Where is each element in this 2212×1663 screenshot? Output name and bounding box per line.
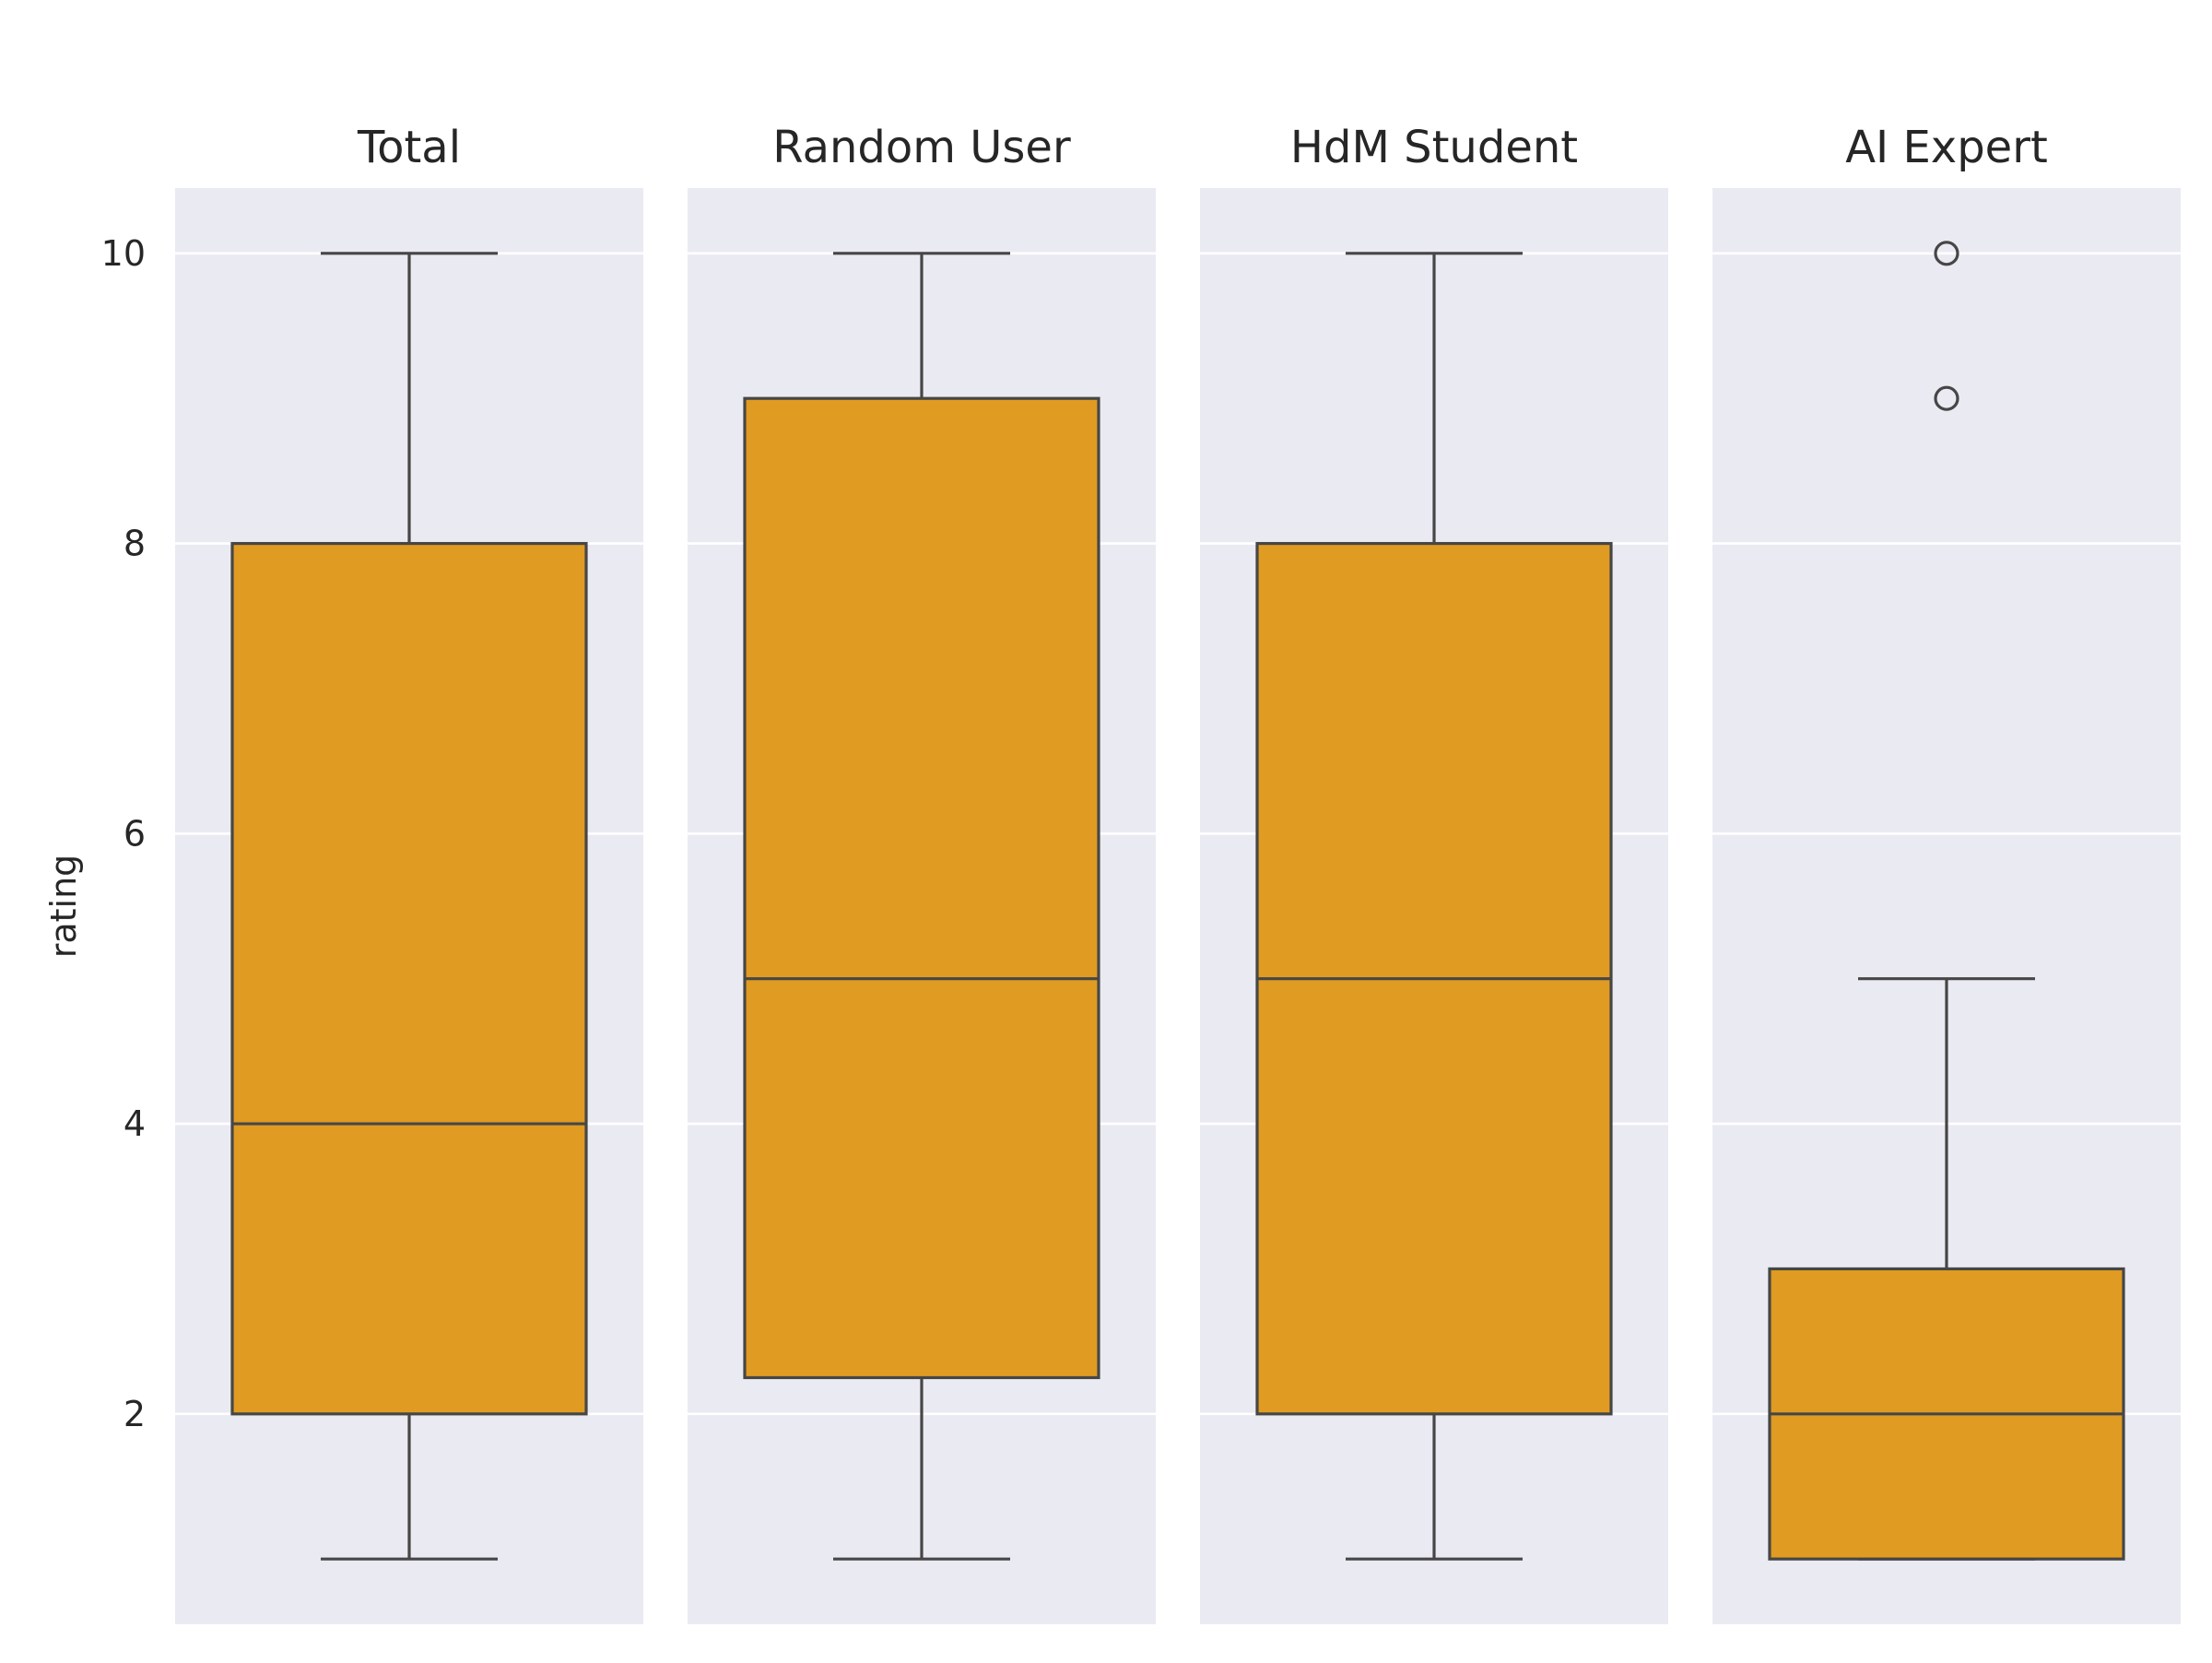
outlier-point — [1934, 241, 1959, 266]
panel-title: HdM Student — [1290, 122, 1578, 173]
y-axis-label: rating — [43, 855, 84, 959]
panel-title: Total — [357, 122, 461, 173]
y-tick-label: 8 — [124, 524, 146, 564]
y-tick-label: 4 — [124, 1103, 146, 1144]
iqr-box — [230, 541, 588, 1416]
panel-title: Random User — [772, 122, 1071, 173]
panel-title: AI Expert — [1845, 122, 2048, 173]
y-tick-label: 6 — [124, 813, 146, 854]
outlier-point — [1934, 385, 1959, 411]
y-tick-label: 10 — [101, 233, 146, 274]
iqr-box — [743, 396, 1100, 1380]
y-tick-label: 2 — [124, 1394, 146, 1434]
